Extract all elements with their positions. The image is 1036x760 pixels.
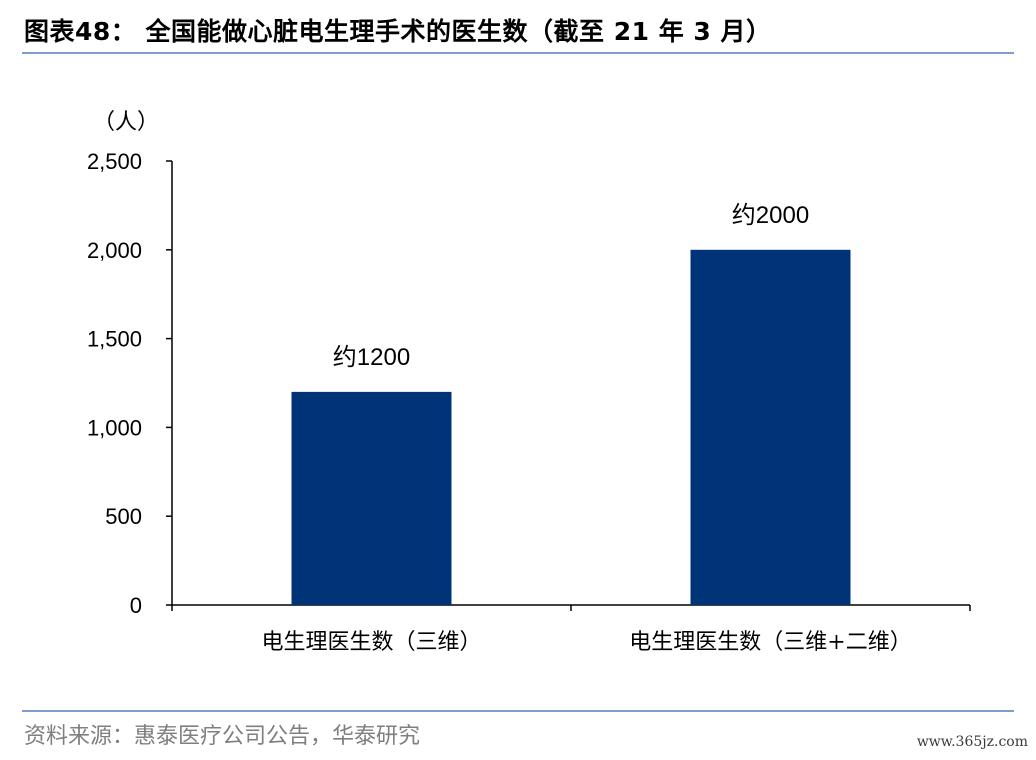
y-tick-label: 2,500 xyxy=(87,149,142,174)
data-label: 约1200 xyxy=(333,344,410,371)
bar xyxy=(291,391,452,605)
watermark: www.365jz.com xyxy=(916,734,1028,750)
y-tick-label: 1,000 xyxy=(87,415,142,440)
footer-divider xyxy=(22,710,1014,712)
y-tick-label: 2,000 xyxy=(87,238,142,263)
y-tick-label: 0 xyxy=(130,593,142,618)
y-axis-unit-label: （人） xyxy=(93,110,159,135)
x-category-label: 电生理医生数（三维） xyxy=(261,630,481,655)
source-note: 资料来源：惠泰医疗公司公告，华泰研究 xyxy=(24,724,421,749)
y-tick-label: 1,500 xyxy=(87,327,142,352)
y-tick-label: 500 xyxy=(105,504,142,529)
title-divider xyxy=(22,52,1014,54)
bar xyxy=(690,249,851,606)
data-label: 约2000 xyxy=(732,202,809,229)
x-category-label: 电生理医生数（三维+二维） xyxy=(629,630,911,655)
bar-chart: （人） 0 500 1,000 1,500 2,000 2,500 约1200 电生理医生数（三… xyxy=(87,110,971,655)
page-title: 图表48： 全国能做心脏电生理手术的医生数（截至 21 年 3 月） xyxy=(24,17,772,46)
